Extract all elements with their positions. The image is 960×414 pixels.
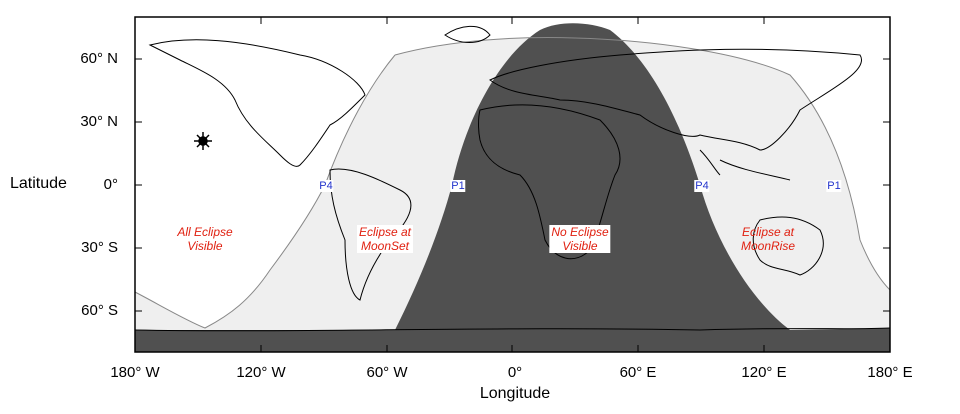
lon-tick-120e: 120° E: [741, 364, 787, 381]
lat-tick-0: 0°: [103, 176, 118, 193]
lat-tick-30s: 30° S: [81, 239, 118, 256]
region-label-moonrise: Eclipse at MoonRise: [740, 225, 796, 253]
axis-ticks: [134, 17, 890, 352]
y-axis-label: Latitude: [10, 175, 67, 192]
region-label-no-eclipse: No Eclipse Visible: [549, 225, 611, 253]
lat-tick-60s: 60° S: [81, 302, 118, 319]
no-eclipse-region: [135, 23, 890, 352]
lon-tick-180e: 180° E: [867, 364, 913, 381]
contact-p1-west: P1: [450, 180, 466, 192]
lon-tick-60e: 60° E: [619, 364, 657, 381]
lon-tick-0: 0°: [507, 364, 523, 381]
lat-tick-60n: 60° N: [80, 50, 118, 67]
contact-p1-east: P1: [826, 180, 842, 192]
x-axis-label: Longitude: [479, 385, 551, 402]
region-label-all-eclipse: All Eclipse Visible: [177, 225, 233, 253]
lon-tick-120w: 120° W: [236, 364, 286, 381]
contact-p4-east: P4: [694, 180, 710, 192]
bottom-band-edge: [134, 327, 891, 332]
region-label-moonset: Eclipse at MoonSet: [356, 225, 414, 253]
coastlines: [148, 25, 863, 301]
lon-tick-60w: 60° W: [366, 364, 408, 381]
lat-tick-30n: 30° N: [80, 113, 118, 130]
contact-p4-west: P4: [318, 180, 334, 192]
lon-tick-180w: 180° W: [110, 364, 160, 381]
sun-icon: [194, 132, 212, 150]
